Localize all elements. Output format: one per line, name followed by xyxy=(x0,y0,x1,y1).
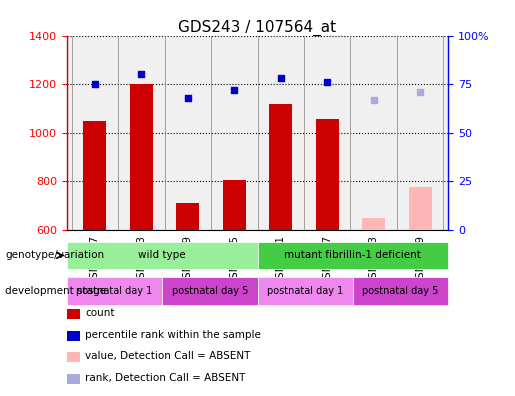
Text: mutant fibrillin-1 deficient: mutant fibrillin-1 deficient xyxy=(284,250,421,261)
Bar xyxy=(83,120,107,230)
Bar xyxy=(362,217,385,230)
Bar xyxy=(316,119,339,230)
Bar xyxy=(269,103,293,230)
Point xyxy=(370,97,378,103)
Text: rank, Detection Call = ABSENT: rank, Detection Call = ABSENT xyxy=(85,373,245,383)
Bar xyxy=(130,84,153,230)
Text: postnatal day 1: postnatal day 1 xyxy=(76,286,153,296)
Text: count: count xyxy=(85,308,114,318)
Point xyxy=(323,79,331,86)
Text: postnatal day 1: postnatal day 1 xyxy=(267,286,344,296)
Text: percentile rank within the sample: percentile rank within the sample xyxy=(85,329,261,340)
Point xyxy=(277,75,285,82)
Text: development stage: development stage xyxy=(5,286,106,296)
Bar xyxy=(408,187,432,230)
Point xyxy=(230,87,238,93)
Point xyxy=(184,95,192,101)
Text: wild type: wild type xyxy=(139,250,186,261)
Point xyxy=(91,81,99,87)
Text: postnatal day 5: postnatal day 5 xyxy=(171,286,248,296)
Text: genotype/variation: genotype/variation xyxy=(5,250,104,261)
Text: postnatal day 5: postnatal day 5 xyxy=(362,286,439,296)
Point xyxy=(416,89,424,95)
Bar xyxy=(176,203,199,230)
Point xyxy=(137,71,145,78)
Text: value, Detection Call = ABSENT: value, Detection Call = ABSENT xyxy=(85,351,250,362)
Text: GDS243 / 107564_at: GDS243 / 107564_at xyxy=(178,20,337,36)
Bar xyxy=(222,180,246,230)
